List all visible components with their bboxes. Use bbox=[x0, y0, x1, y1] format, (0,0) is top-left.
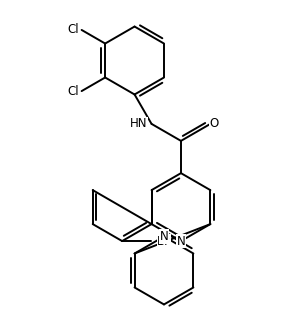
Text: Cl: Cl bbox=[67, 85, 79, 98]
Text: N: N bbox=[177, 235, 185, 248]
Text: Br: Br bbox=[157, 235, 170, 248]
Text: HN: HN bbox=[130, 118, 147, 130]
Text: N: N bbox=[160, 230, 168, 243]
Text: O: O bbox=[210, 118, 219, 130]
Text: Cl: Cl bbox=[67, 24, 79, 36]
